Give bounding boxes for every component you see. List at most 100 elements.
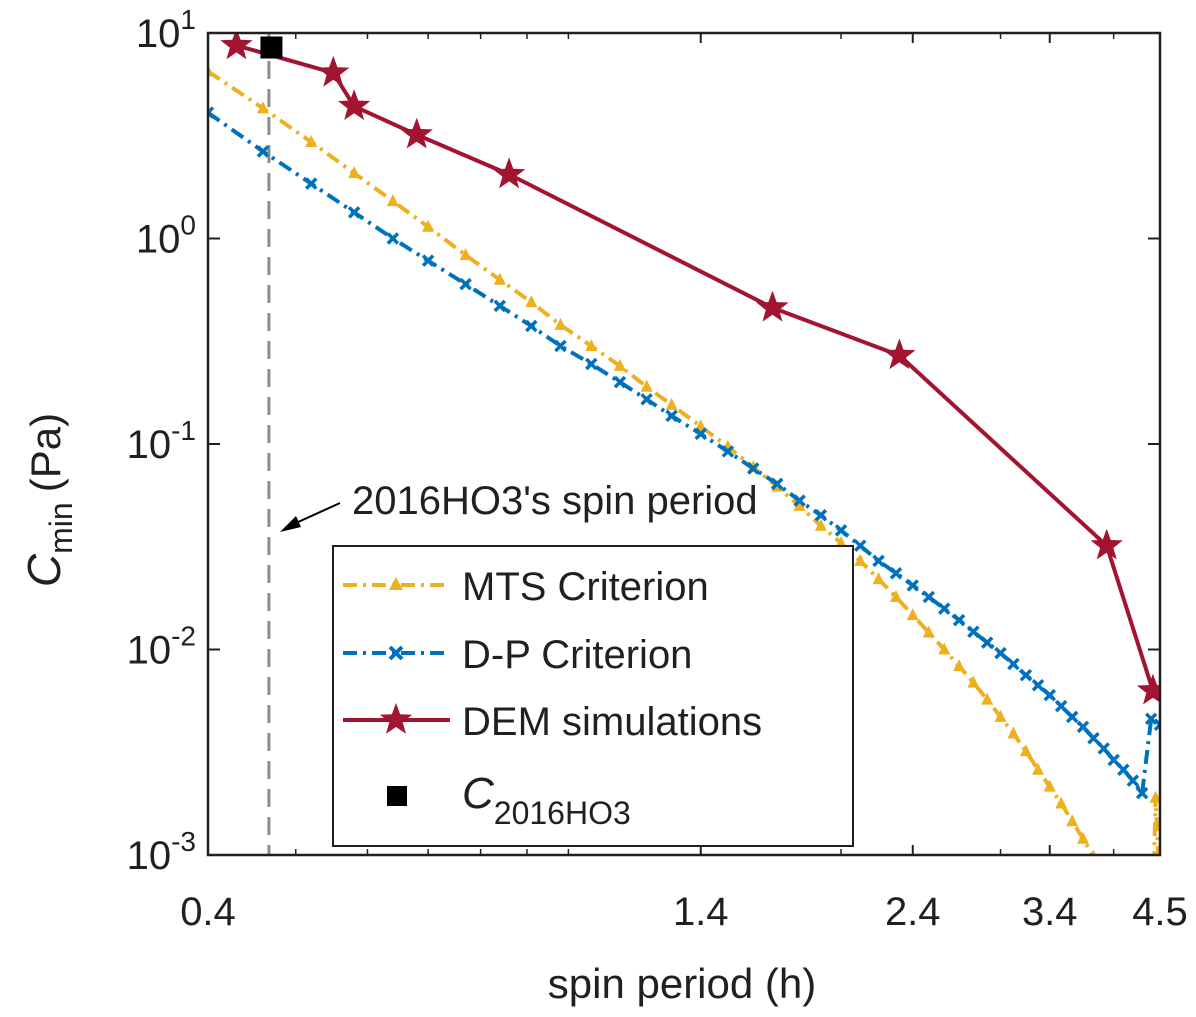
legend-entry-mts: MTS Criterion — [343, 565, 709, 609]
x-tick-label: 0.4 — [180, 890, 236, 934]
spin-period-annotation: 2016HO3's spin period — [280, 479, 758, 532]
data-point-c2016ho3 — [260, 36, 283, 59]
y-tick-label: 101 — [136, 4, 196, 56]
x-axis-title: spin period (h) — [548, 960, 816, 1007]
data-point-mts-criterion-21 — [854, 553, 867, 566]
y-tick-label: 10-1 — [127, 415, 196, 467]
y-tick-label: 10-2 — [127, 621, 196, 673]
data-point-d-p-criterion-12 — [640, 393, 653, 406]
legend-marker-dem — [379, 703, 413, 734]
legend-entry-dem: DEM simulations — [343, 700, 762, 744]
x-axis-ticks: 0.4 1.4 2.4 3.4 4.5 — [180, 33, 1188, 934]
data-point-mts-criterion-6 — [459, 248, 472, 261]
data-point-d-p-criterion-13 — [665, 409, 678, 423]
data-point-d-p-criterion-36 — [1065, 710, 1079, 724]
data-point-d-p-criterion-11 — [613, 375, 627, 389]
data-point-d-p-criterion-2 — [304, 177, 318, 190]
data-point-mts-criterion-32 — [1019, 744, 1032, 757]
data-point-mts-criterion-30 — [994, 709, 1007, 722]
data-point-dem-simulations-8 — [1136, 673, 1160, 705]
data-point-mts-criterion-37 — [1077, 831, 1090, 844]
legend-marker-c2016ho3 — [387, 786, 407, 806]
data-point-mts-criterion-33 — [1032, 762, 1045, 775]
data-point-d-p-criterion-21 — [853, 539, 867, 552]
y-tick-label: 10-3 — [127, 826, 196, 878]
data-point-d-p-criterion-40 — [1107, 753, 1120, 767]
data-point-mts-criterion-46 — [1154, 848, 1160, 855]
data-point-dem-simulations-0 — [220, 33, 253, 60]
data-point-d-p-criterion-24 — [906, 579, 919, 592]
data-point-mts-criterion-7 — [493, 272, 506, 285]
data-point-mts-criterion-41 — [1117, 906, 1129, 918]
x-tick-label: 1.4 — [673, 890, 729, 934]
y-axis-title-symbol: C — [18, 553, 70, 587]
data-point-d-p-criterion-35 — [1054, 699, 1068, 713]
data-point-d-p-criterion-9 — [554, 339, 567, 353]
x-tick-label: 3.4 — [1022, 890, 1078, 934]
data-point-d-p-criterion-29 — [980, 636, 994, 649]
data-point-mts-criterion-43 — [1136, 950, 1148, 962]
data-point-dem-simulations-3 — [400, 117, 433, 149]
data-point-mts-criterion-12 — [640, 379, 653, 392]
data-point-d-p-criterion-7 — [493, 299, 507, 313]
data-point-mts-criterion-28 — [967, 675, 980, 688]
legend-label-dp: D-P Criterion — [462, 633, 692, 677]
y-axis-ticks: 101 100 10-1 10-2 10-3 — [127, 4, 1160, 878]
y-axis-title-unit: (Pa) — [22, 413, 69, 492]
data-point-d-p-criterion-27 — [952, 613, 966, 627]
data-point-d-p-criterion-1 — [256, 145, 270, 158]
legend-label-c-subscript: 2016HO3 — [494, 795, 631, 831]
data-point-d-p-criterion-33 — [1031, 679, 1045, 692]
data-point-mts-criterion-29 — [981, 692, 994, 705]
data-point-d-p-criterion-30 — [994, 646, 1007, 660]
data-point-d-p-criterion-23 — [889, 567, 903, 580]
data-point-d-p-criterion-42 — [1126, 774, 1140, 787]
data-point-mts-criterion-1 — [256, 101, 269, 114]
data-point-d-p-criterion-31 — [1007, 657, 1020, 671]
x-tick-label: 4.5 — [1132, 890, 1188, 934]
data-point-mts-criterion-11 — [613, 358, 626, 371]
data-point-d-p-criterion-16 — [747, 462, 760, 475]
legend: MTS Criterion D-P Criterion DEM simulati… — [332, 545, 854, 847]
data-point-mts-criterion-39 — [1098, 868, 1110, 880]
data-point-d-p-criterion-19 — [814, 509, 828, 522]
y-axis-title-subscript: min — [43, 502, 79, 554]
data-point-d-p-criterion-5 — [421, 254, 435, 267]
data-point-d-p-criterion-10 — [585, 357, 598, 371]
annotation-text: 2016HO3's spin period — [352, 479, 758, 523]
data-point-mts-criterion-24 — [906, 608, 919, 621]
data-point-dem-simulations-5 — [756, 290, 789, 322]
x-tick-label: 2.4 — [885, 890, 941, 934]
data-point-d-p-criterion-45 — [1153, 718, 1160, 732]
data-point-d-p-criterion-15 — [721, 445, 735, 458]
data-point-mts-criterion-10 — [585, 338, 598, 351]
data-point-mts-criterion-8 — [525, 295, 538, 308]
data-point-d-p-criterion-26 — [937, 602, 951, 615]
data-point-mts-criterion-3 — [348, 166, 361, 179]
data-point-mts-criterion-34 — [1043, 779, 1056, 792]
plot-area — [208, 33, 1160, 962]
data-point-mts-criterion-31 — [1007, 726, 1020, 739]
data-point-mts-criterion-36 — [1066, 814, 1079, 827]
data-point-d-p-criterion-38 — [1087, 731, 1100, 745]
data-point-dem-simulations-7 — [1090, 528, 1123, 560]
data-point-mts-criterion-25 — [922, 625, 935, 638]
data-point-d-p-criterion-3 — [347, 206, 361, 219]
legend-entry-c2016ho3: C2016HO3 — [387, 769, 631, 831]
data-point-d-p-criterion-41 — [1117, 763, 1130, 776]
series-line-mts-criterion — [208, 69, 1160, 855]
data-point-mts-criterion-18 — [793, 498, 806, 511]
legend-label-c2016ho3: C2016HO3 — [462, 769, 631, 831]
legend-box — [332, 545, 854, 847]
legend-marker-dp — [388, 645, 404, 661]
data-point-mts-criterion-23 — [890, 590, 903, 603]
data-point-d-p-criterion-39 — [1097, 742, 1110, 755]
legend-label-mts: MTS Criterion — [462, 565, 709, 609]
data-point-dem-simulations-1 — [317, 55, 350, 87]
data-point-dem-simulations-2 — [338, 89, 371, 120]
series-dem-simulations — [220, 33, 1160, 705]
data-point-d-p-criterion-4 — [386, 232, 400, 245]
series-mts-criterion — [208, 64, 1160, 962]
data-point-mts-criterion-20 — [835, 535, 848, 548]
data-point-d-p-criterion-8 — [525, 319, 538, 333]
